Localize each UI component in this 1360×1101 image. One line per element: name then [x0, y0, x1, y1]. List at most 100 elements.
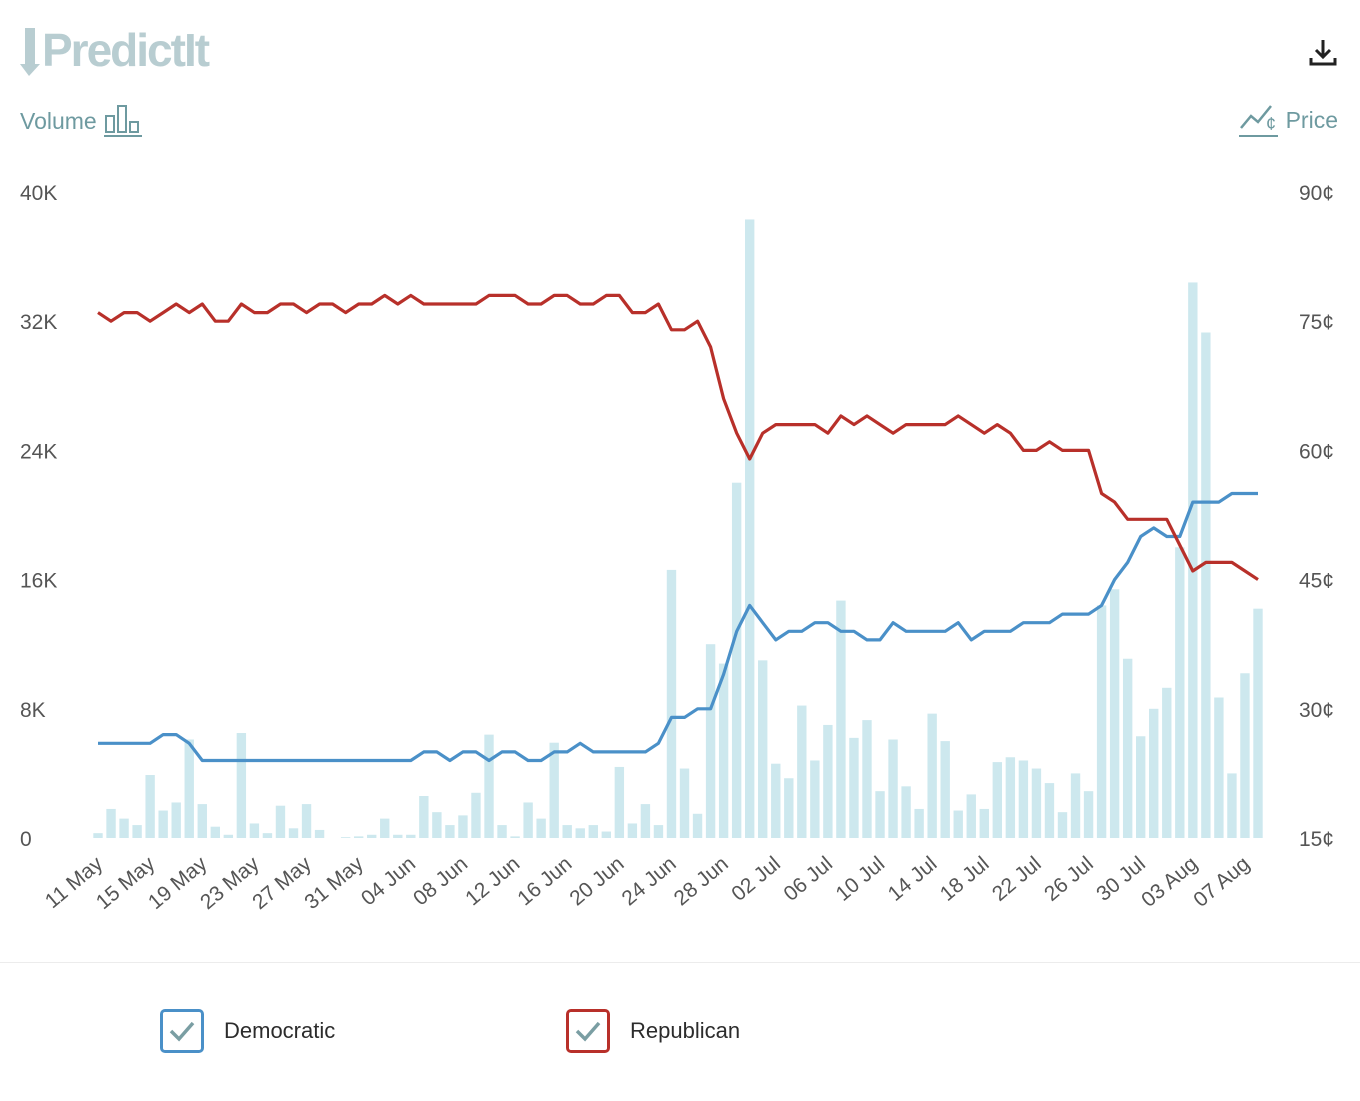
- volume-bar[interactable]: [705, 644, 716, 838]
- volume-bar[interactable]: [458, 815, 468, 838]
- volume-bar[interactable]: [758, 660, 768, 838]
- volume-bar[interactable]: [93, 833, 103, 838]
- volume-bar[interactable]: [145, 775, 155, 838]
- legend-item-republican[interactable]: Republican: [566, 1009, 740, 1053]
- volume-bar[interactable]: [497, 825, 507, 838]
- volume-bar[interactable]: [301, 804, 312, 838]
- volume-bar[interactable]: [1018, 760, 1029, 838]
- volume-bar[interactable]: [249, 823, 260, 838]
- volume-bar[interactable]: [771, 763, 781, 838]
- volume-bar[interactable]: [1070, 773, 1081, 838]
- volume-bar[interactable]: [536, 818, 546, 838]
- volume-bar[interactable]: [1175, 547, 1185, 838]
- volume-bar[interactable]: [744, 219, 755, 838]
- volume-bar[interactable]: [718, 663, 729, 838]
- volume-bar[interactable]: [510, 836, 520, 838]
- volume-bar[interactable]: [614, 766, 625, 838]
- volume-bar[interactable]: [1083, 791, 1094, 838]
- volume-bar[interactable]: [653, 825, 664, 838]
- volume-bar[interactable]: [679, 768, 690, 838]
- volume-bar[interactable]: [340, 837, 351, 838]
- volume-bar[interactable]: [471, 792, 481, 838]
- volume-bar[interactable]: [197, 804, 207, 838]
- volume-bar[interactable]: [810, 760, 820, 838]
- volume-bar[interactable]: [953, 810, 963, 838]
- volume-bar[interactable]: [1057, 812, 1068, 838]
- volume-bars: [93, 219, 1263, 838]
- volume-bar[interactable]: [1109, 589, 1120, 838]
- volume-bar[interactable]: [275, 805, 286, 838]
- volume-bar[interactable]: [1214, 697, 1224, 838]
- volume-bar[interactable]: [979, 808, 989, 838]
- volume-bar[interactable]: [1149, 708, 1159, 838]
- series-line-republican[interactable]: [97, 293, 1259, 581]
- volume-bar[interactable]: [914, 808, 924, 838]
- volume-bar[interactable]: [171, 802, 181, 838]
- volume-bar[interactable]: [184, 739, 194, 838]
- volume-bar[interactable]: [784, 778, 794, 838]
- volume-bar[interactable]: [132, 825, 142, 838]
- volume-bar[interactable]: [445, 825, 455, 838]
- volume-bar[interactable]: [849, 737, 859, 838]
- volume-bar[interactable]: [1253, 608, 1263, 838]
- volume-bar[interactable]: [627, 823, 638, 838]
- volume-bar[interactable]: [314, 829, 325, 838]
- volume-bar[interactable]: [666, 569, 677, 838]
- volume-bar[interactable]: [1031, 768, 1042, 838]
- volume-bar[interactable]: [901, 786, 911, 838]
- volume-bar[interactable]: [562, 825, 572, 838]
- volume-bar[interactable]: [875, 791, 885, 838]
- volume-bar[interactable]: [1227, 773, 1237, 838]
- volume-bar[interactable]: [1188, 282, 1198, 838]
- volume-bar[interactable]: [888, 739, 898, 838]
- volume-bar[interactable]: [210, 826, 220, 838]
- price-axis-ticks: 15¢ 30¢ 45¢ 60¢ 75¢ 90¢: [1299, 182, 1334, 851]
- volume-bar[interactable]: [262, 833, 273, 838]
- volume-bar[interactable]: [1096, 605, 1107, 838]
- volume-bar[interactable]: [992, 762, 1003, 838]
- legend-item-democratic[interactable]: Democratic: [160, 1009, 335, 1053]
- volume-bar[interactable]: [419, 796, 429, 838]
- democratic-checkbox[interactable]: [160, 1009, 204, 1053]
- volume-bar[interactable]: [432, 812, 442, 838]
- volume-bar[interactable]: [119, 818, 129, 838]
- republican-checkbox[interactable]: [566, 1009, 610, 1053]
- volume-bar[interactable]: [797, 705, 807, 838]
- volume-bar[interactable]: [927, 713, 937, 838]
- volume-bar[interactable]: [549, 742, 559, 838]
- volume-bar[interactable]: [836, 600, 846, 838]
- volume-bar[interactable]: [575, 828, 585, 838]
- volume-bar[interactable]: [601, 831, 612, 838]
- volume-bar[interactable]: [353, 836, 364, 838]
- volume-bar[interactable]: [236, 733, 247, 838]
- volume-bar[interactable]: [158, 810, 168, 838]
- volume-bar[interactable]: [288, 828, 299, 838]
- volume-bar[interactable]: [1240, 673, 1250, 838]
- volume-bar[interactable]: [692, 813, 703, 838]
- volume-bar[interactable]: [406, 834, 416, 838]
- volume-bar[interactable]: [966, 794, 976, 838]
- volume-bar[interactable]: [523, 802, 533, 838]
- volume-bar[interactable]: [640, 804, 651, 838]
- volume-bar[interactable]: [731, 482, 742, 838]
- volume-bar[interactable]: [588, 825, 598, 838]
- volume-bar[interactable]: [1162, 687, 1172, 838]
- volume-bar[interactable]: [106, 808, 116, 838]
- volume-bar[interactable]: [393, 834, 403, 838]
- volume-bar[interactable]: [862, 720, 872, 838]
- volume-bar[interactable]: [1201, 332, 1211, 838]
- volume-bar[interactable]: [484, 734, 494, 838]
- volume-bar[interactable]: [940, 741, 950, 838]
- download-button[interactable]: [1306, 36, 1340, 70]
- volume-bar[interactable]: [1136, 736, 1146, 838]
- volume-bar[interactable]: [380, 818, 390, 838]
- volume-bar[interactable]: [1122, 658, 1133, 838]
- volume-bar[interactable]: [1044, 783, 1055, 838]
- volume-bar[interactable]: [223, 834, 234, 838]
- volume-bar[interactable]: [367, 834, 377, 838]
- predictit-logo[interactable]: PredictIt: [20, 20, 240, 85]
- series-line-democratic[interactable]: [98, 491, 1258, 763]
- volume-bar[interactable]: [823, 724, 833, 838]
- volume-bar[interactable]: [1005, 757, 1016, 838]
